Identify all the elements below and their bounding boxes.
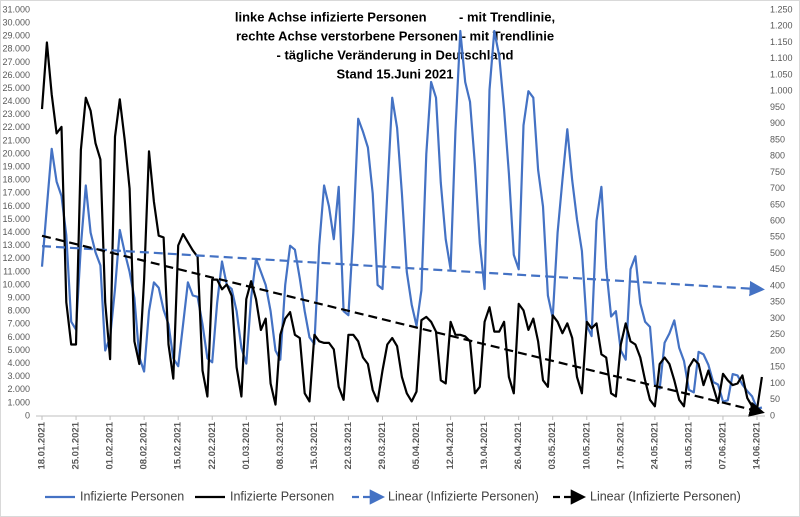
chart-title: rechte Achse verstorbene Personen - mit … (236, 28, 554, 43)
y-tick-label: 7.000 (7, 319, 30, 329)
y-tick-label: 9.000 (7, 293, 30, 303)
x-tick-label: 15.03.2021 (309, 421, 320, 469)
y-tick-label: 24.000 (2, 96, 30, 106)
y-tick-label: 27.000 (2, 57, 30, 67)
x-tick-label: 24.05.2021 (649, 421, 660, 469)
x-tick-label: 07.06.2021 (717, 421, 728, 469)
y-tick-label: 0 (25, 410, 30, 420)
y-tick-label: 28.000 (2, 44, 30, 54)
y-tick-label: 2.000 (7, 384, 30, 394)
y-tick-label: 22.000 (2, 122, 30, 132)
chart-title: linke Achse infizierte Personen - mit Tr… (235, 9, 555, 24)
y-tick-label: 18.000 (2, 175, 30, 185)
x-tick-label: 26.04.2021 (513, 421, 524, 469)
x-tick-label: 08.03.2021 (275, 421, 286, 469)
y2-tick-label: 900 (770, 118, 785, 128)
y-tick-label: 14.000 (2, 227, 30, 237)
y2-tick-label: 950 (770, 102, 785, 112)
y-tick-label: 13.000 (2, 240, 30, 250)
chart-title: Stand 15.Juni 2021 (336, 66, 453, 81)
x-tick-label: 10.05.2021 (581, 421, 592, 469)
y2-tick-label: 800 (770, 151, 785, 161)
x-tick-label: 22.02.2021 (207, 421, 218, 469)
x-tick-label: 01.02.2021 (105, 421, 116, 469)
y2-tick-label: 350 (770, 297, 785, 307)
y-tick-label: 10.000 (2, 279, 30, 289)
y2-tick-label: 700 (770, 183, 785, 193)
series-line (40, 41, 763, 411)
y-tick-label: 26.000 (2, 70, 30, 80)
legend-label: Infizierte Personen (230, 489, 334, 503)
x-tick-label: 22.03.2021 (343, 421, 354, 469)
y-tick-label: 1.000 (7, 397, 30, 407)
x-tick-label: 15.02.2021 (173, 421, 184, 469)
y2-tick-label: 100 (770, 378, 785, 388)
x-tick-label: 08.02.2021 (139, 421, 150, 469)
legend-label: Linear (Infizierte Personen) (590, 489, 741, 503)
y2-tick-label: 750 (770, 167, 785, 177)
series-line (40, 29, 763, 410)
y-tick-label: 6.000 (7, 332, 30, 342)
x-tick-label: 29.03.2021 (377, 421, 388, 469)
x-tick-label: 03.05.2021 (547, 421, 558, 469)
y-tick-label: 20.000 (2, 148, 30, 158)
y-tick-label: 21.000 (2, 135, 30, 145)
x-tick-label: 12.04.2021 (445, 421, 456, 469)
y2-tick-label: 500 (770, 248, 785, 258)
legend-label: Infizierte Personen (80, 489, 184, 503)
y2-tick-label: 600 (770, 215, 785, 225)
y2-tick-label: 50 (770, 394, 780, 404)
y-tick-label: 17.000 (2, 188, 30, 198)
y-tick-label: 16.000 (2, 201, 30, 211)
y2-tick-label: 0 (770, 410, 775, 420)
y2-tick-label: 550 (770, 232, 785, 242)
y2-tick-label: 1.200 (770, 21, 793, 31)
x-tick-label: 31.05.2021 (683, 421, 694, 469)
legend-label: Linear (Infizierte Personen) (388, 489, 539, 503)
y2-tick-label: 250 (770, 329, 785, 339)
y-tick-label: 15.000 (2, 214, 30, 224)
y2-tick-label: 1.100 (770, 53, 793, 63)
trend-line (41, 234, 765, 417)
y-tick-label: 3.000 (7, 371, 30, 381)
x-tick-label: 19.04.2021 (479, 421, 490, 469)
trend-line (41, 245, 765, 297)
y2-tick-label: 450 (770, 264, 785, 274)
y-tick-label: 12.000 (2, 253, 30, 263)
y2-tick-label: 300 (770, 313, 785, 323)
y2-tick-label: 850 (770, 134, 785, 144)
y-tick-label: 23.000 (2, 109, 30, 119)
y-tick-label: 19.000 (2, 162, 30, 172)
y2-tick-label: 1.000 (770, 86, 793, 96)
y-tick-label: 5.000 (7, 345, 30, 355)
y-tick-label: 31.000 (2, 4, 30, 14)
x-tick-label: 01.03.2021 (241, 421, 252, 469)
x-tick-label: 14.06.2021 (752, 421, 763, 469)
y-tick-label: 30.000 (2, 17, 30, 27)
y2-tick-label: 1.250 (770, 4, 793, 14)
x-tick-label: 18.01.2021 (37, 421, 48, 469)
y-tick-label: 4.000 (7, 358, 30, 368)
y2-tick-label: 400 (770, 280, 785, 290)
y-tick-label: 8.000 (7, 306, 30, 316)
y2-tick-label: 200 (770, 345, 785, 355)
y2-tick-label: 1.050 (770, 69, 793, 79)
y-tick-label: 29.000 (2, 31, 30, 41)
chart-title: - tägliche Veränderung in Deutschland (277, 47, 514, 62)
y-tick-label: 11.000 (3, 266, 30, 276)
y2-tick-label: 1.150 (770, 37, 793, 47)
y-tick-label: 25.000 (2, 83, 30, 93)
x-tick-label: 25.01.2021 (71, 421, 82, 469)
y2-tick-label: 650 (770, 199, 785, 209)
x-tick-label: 17.05.2021 (615, 421, 626, 469)
x-tick-label: 05.04.2021 (411, 421, 422, 469)
y2-tick-label: 150 (770, 362, 785, 372)
